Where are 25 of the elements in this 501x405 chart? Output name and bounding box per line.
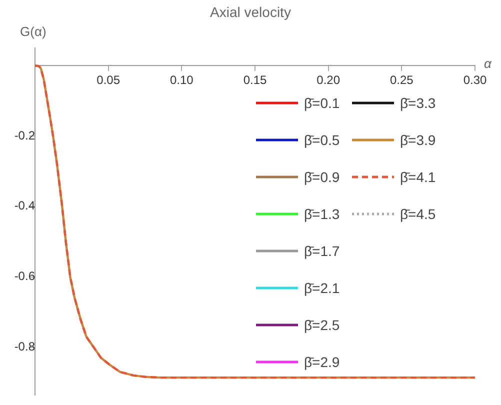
legend-label: β̄=3.3 — [400, 94, 436, 110]
y-tick-label: -0.4 — [14, 198, 36, 213]
legend-label: β̄=4.1 — [400, 168, 436, 184]
y-axis-title: G(α) — [20, 24, 46, 39]
legend-label: β̄=2.1 — [304, 280, 340, 296]
y-tick-label: -0.2 — [14, 128, 36, 142]
y-tick-label: -0.6 — [14, 269, 36, 284]
x-tick-label: 0.05 — [96, 73, 120, 88]
legend-label: β̄=0.5 — [304, 132, 340, 148]
x-tick-label: 0.15 — [243, 73, 267, 88]
x-tick-label: 0.25 — [390, 73, 414, 88]
legend-label: β̄=2.9 — [304, 354, 340, 370]
y-tick-label: -0.8 — [14, 340, 36, 354]
legend-label: β̄=4.5 — [400, 206, 436, 222]
x-tick-label: 0.30 — [463, 73, 487, 88]
legend-label: β̄=3.9 — [400, 132, 436, 148]
legend-label: β̄=0.9 — [304, 168, 340, 184]
legend-label: β̄=1.7 — [304, 242, 340, 258]
chart-title: Axial velocity — [209, 4, 292, 20]
x-tick-label: 0.20 — [316, 73, 340, 88]
x-axis-title: α — [484, 56, 492, 71]
legend-label: β̄=1.3 — [304, 206, 340, 222]
legend-label: β̄=0.1 — [304, 94, 340, 110]
legend-label: β̄=2.5 — [304, 316, 340, 332]
x-tick-label: 0.10 — [170, 73, 194, 88]
